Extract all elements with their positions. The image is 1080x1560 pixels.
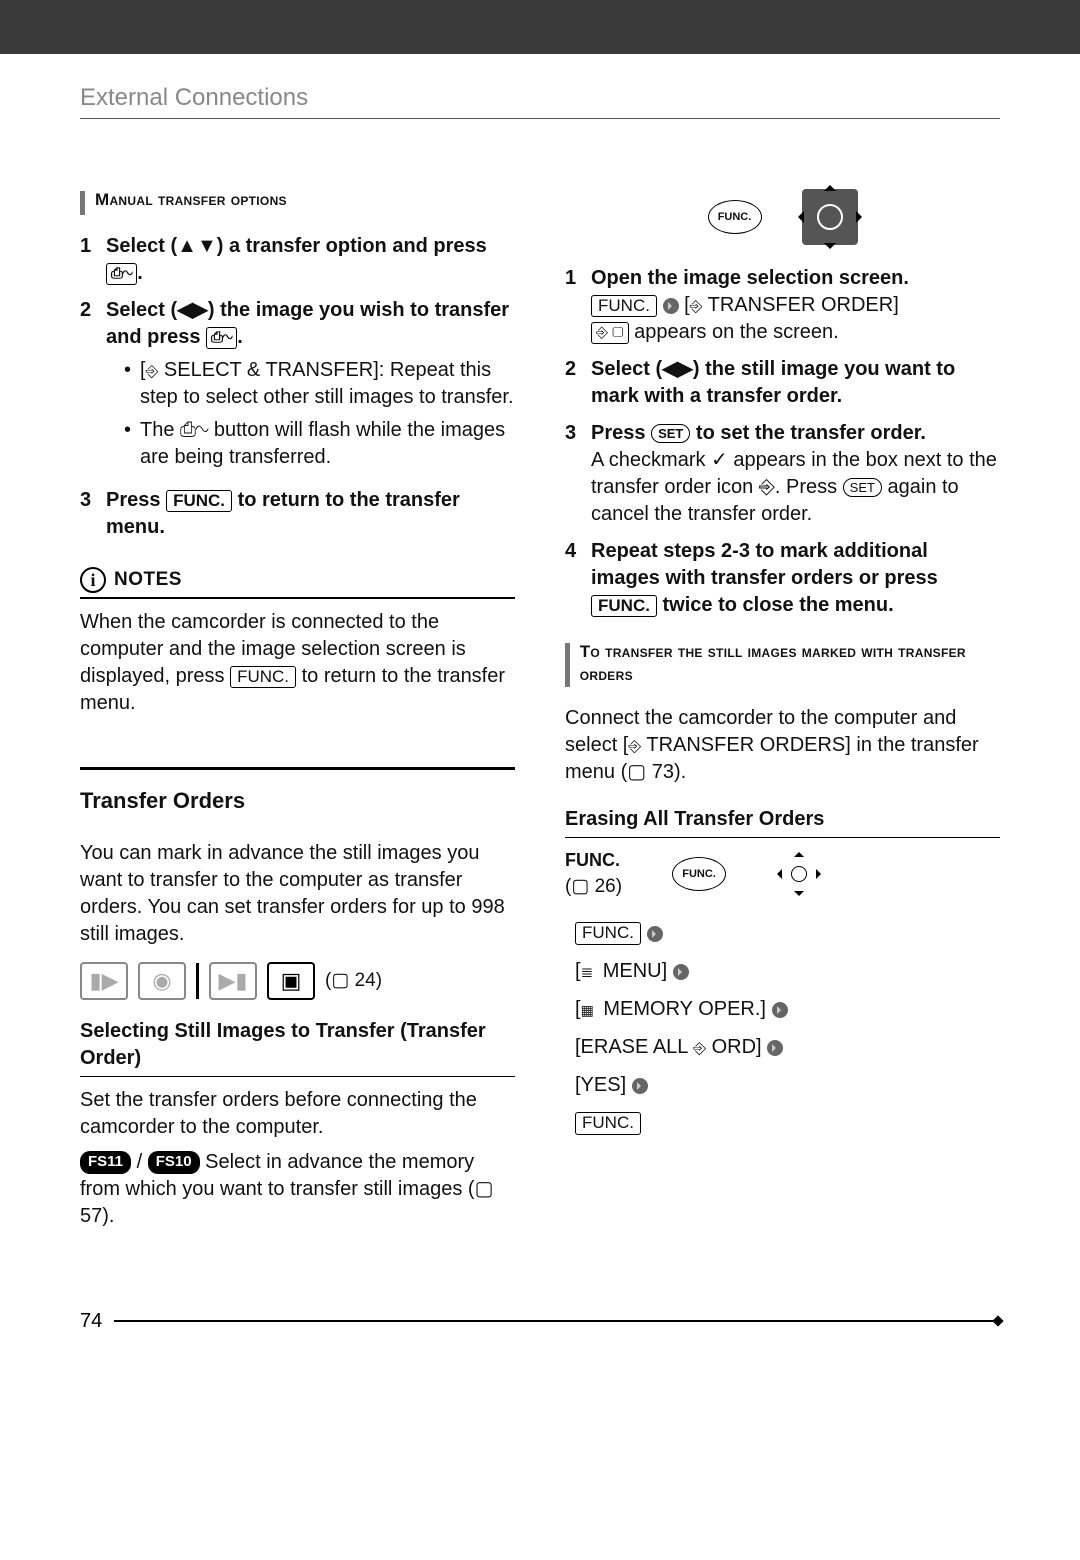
set-orders-para: Set the transfer orders before connectin…	[80, 1087, 515, 1141]
page-ref-26: (▢ 26)	[565, 874, 622, 900]
connect-para: Connect the camcorder to the computer an…	[565, 705, 1000, 786]
transfer-orders-intro: You can mark in advance the still images…	[80, 840, 515, 948]
func-heading: FUNC.	[565, 848, 622, 872]
mode-movie-icon: ▮▶	[80, 962, 128, 1000]
mode-play-movie-icon: ▶▮	[209, 962, 257, 1000]
print-transfer-icon: ⎙∿	[180, 419, 208, 441]
notes-body: When the camcorder is connected to the c…	[80, 609, 515, 717]
header-rule	[80, 118, 1000, 119]
mode-icons-row: ▮▶ ◉ ▶▮ ▣ (▢ 24)	[80, 962, 515, 1000]
section-rule	[80, 767, 515, 770]
transfer-icon	[628, 734, 641, 756]
menu-list-icon	[581, 964, 594, 981]
r-step-3: 3 Press SET to set the transfer order. A…	[565, 420, 1000, 528]
set-button-icon: SET	[843, 478, 882, 498]
bullet-select-transfer: [ SELECT & TRANSFER]: Repeat this step t…	[124, 357, 515, 411]
section-title-transfer-orders: Transfer Orders	[80, 786, 515, 816]
nav-dot-icon	[632, 1078, 648, 1094]
menu-sequence: FUNC. [ MENU] [ MEMORY OPER.] [ERASE ALL…	[575, 914, 1000, 1142]
fs10-badge: FS10	[148, 1151, 200, 1173]
top-bar	[0, 0, 1080, 54]
func-button-label: FUNC.	[230, 666, 296, 688]
control-diagram-1: FUNC.	[565, 189, 1000, 245]
memory-icon	[581, 1002, 594, 1019]
subheading-erasing: Erasing All Transfer Orders	[565, 806, 1000, 833]
info-icon: i	[80, 567, 106, 593]
transfer-icon	[693, 1036, 706, 1058]
mode-play-photo-icon: ▣	[267, 962, 315, 1000]
func-button-label: FUNC.	[575, 922, 641, 944]
step-2: 2 Select (◀▶) the image you wish to tran…	[80, 297, 515, 477]
step-1: 1 Select (▲▼) a transfer option and pres…	[80, 233, 515, 287]
fs11-badge: FS11	[80, 1151, 131, 1173]
page-ref-24: (▢ 24)	[325, 968, 382, 994]
set-button-icon: SET	[651, 424, 690, 444]
r-step-4: 4 Repeat steps 2-3 to mark additional im…	[565, 538, 1000, 619]
func-button-label: FUNC.	[591, 295, 657, 317]
nav-dot-icon	[647, 926, 663, 942]
nav-dot-icon	[673, 964, 689, 980]
print-transfer-icon: ⎙∿	[106, 263, 137, 285]
page-footer: 74	[80, 1310, 1000, 1333]
notes-rule	[80, 597, 515, 599]
transfer-icon: ⎆	[759, 476, 775, 498]
notes-heading: i NOTES	[80, 567, 515, 593]
transfer-box-icon: ⎆ ▢	[591, 322, 629, 344]
nav-dot-icon	[767, 1040, 783, 1056]
page-content: External Connections Manual transfer opt…	[0, 54, 1080, 1373]
r-step-1: 1 Open the image selection screen. FUNC.…	[565, 265, 1000, 346]
page-number: 74	[80, 1310, 102, 1333]
func-button-label: FUNC.	[575, 1112, 641, 1134]
fs-badges-para: FS11 / FS10 Select in advance the memory…	[80, 1149, 515, 1230]
manual-transfer-heading: Manual transfer options	[80, 189, 515, 215]
step-3: 3 Press FUNC. to return to the transfer …	[80, 487, 515, 541]
nav-dot-icon	[772, 1002, 788, 1018]
func-button-label: FUNC.	[591, 595, 657, 617]
print-transfer-icon: ⎙∿	[206, 327, 237, 349]
func-oval-icon: FUNC.	[672, 857, 726, 891]
joystick-small-icon	[776, 851, 822, 897]
to-transfer-heading: To transfer the still images marked with…	[565, 641, 1000, 687]
transfer-icon	[690, 294, 703, 316]
joystick-icon	[802, 189, 858, 245]
nav-dot-icon	[663, 298, 679, 314]
breadcrumb: External Connections	[80, 84, 1000, 112]
mode-photo-icon: ◉	[138, 962, 186, 1000]
func-button-label: FUNC.	[166, 490, 232, 512]
func-oval-icon: FUNC.	[708, 200, 762, 234]
r-step-2: 2 Select (◀▶) the still image you want t…	[565, 356, 1000, 410]
left-column: Manual transfer options 1 Select (▲▼) a …	[80, 189, 515, 1230]
transfer-icon	[146, 359, 159, 381]
func-control-row: FUNC. (▢ 26) FUNC.	[565, 848, 1000, 900]
subheading-selecting: Selecting Still Images to Transfer (Tran…	[80, 1018, 515, 1072]
bullet-flash: The ⎙∿ button will flash while the image…	[124, 417, 515, 471]
right-column: FUNC. 1 Open the image selection screen.…	[565, 189, 1000, 1230]
